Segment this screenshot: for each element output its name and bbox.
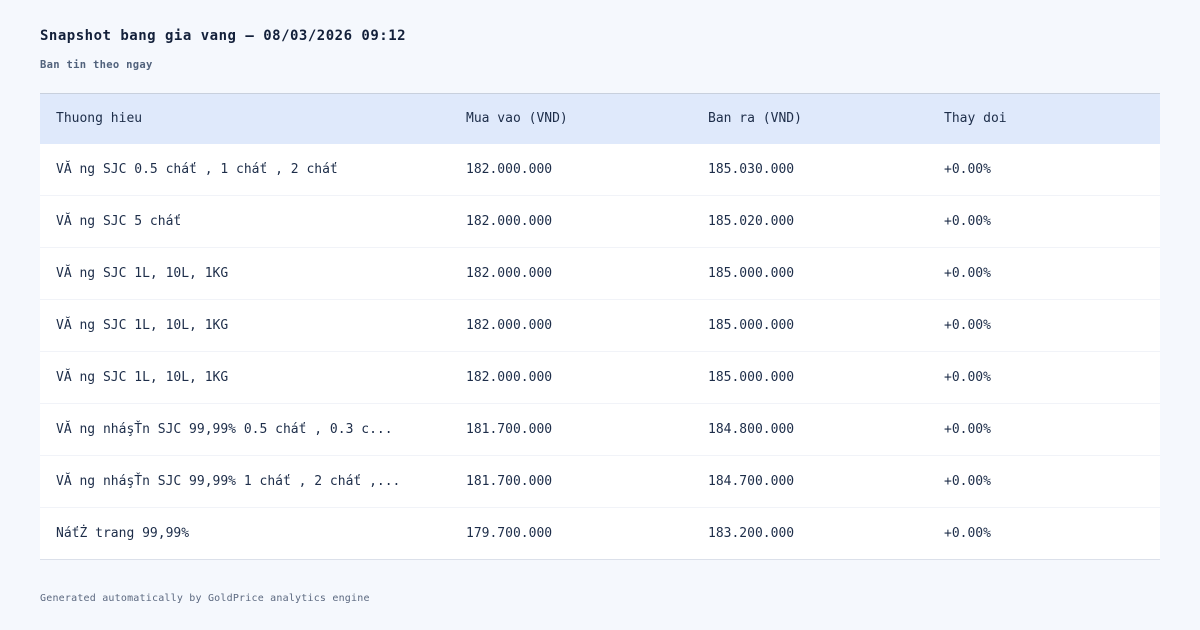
table-header-row: Thuong hieu Mua vao (VND) Ban ra (VND) T… (40, 93, 1160, 144)
table-body: VĂ ng SJC 0.5 cháť , 1 cháť , 2 cháť 182.… (40, 143, 1160, 560)
change-cell: +0.00% (944, 526, 991, 541)
sell-price-cell: 184.800.000 (708, 422, 795, 437)
change-cell: +0.00% (944, 422, 991, 437)
page-title: Snapshot bang gia vang — 08/03/2026 09:1… (40, 28, 407, 44)
buy-price-cell: 181.700.000 (466, 474, 553, 489)
buy-price-cell: 182.000.000 (466, 370, 553, 385)
table-row: VĂ ng nháşŤn SJC 99,99% 1 cháť , 2 cháť … (40, 455, 1160, 508)
brand-cell: VĂ ng SJC 1L, 10L, 1KG (56, 370, 229, 385)
sell-price-cell: 183.200.000 (708, 526, 795, 541)
column-header-change: Thay doi (944, 111, 1007, 127)
brand-cell: VĂ ng SJC 0.5 cháť , 1 cháť , 2 cháť (56, 161, 338, 177)
sell-price-cell: 185.000.000 (708, 266, 795, 281)
sell-price-cell: 185.000.000 (708, 370, 795, 385)
report-page: Snapshot bang gia vang — 08/03/2026 09:1… (0, 28, 1200, 604)
table-row: VĂ ng SJC 0.5 cháť , 1 cháť , 2 cháť 182.… (40, 143, 1160, 196)
buy-price-cell: 182.000.000 (466, 318, 553, 333)
table-row: VĂ ng nháşŤn SJC 99,99% 0.5 cháť , 0.3 c… (40, 403, 1160, 456)
gold-price-table: Thuong hieu Mua vao (VND) Ban ra (VND) T… (40, 93, 1160, 560)
page-footer: Generated automatically by GoldPrice ana… (40, 593, 370, 604)
brand-cell: VĂ ng SJC 5 cháť (56, 214, 182, 229)
change-cell: +0.00% (944, 161, 991, 177)
sell-price-cell: 185.000.000 (708, 318, 795, 333)
sell-price-cell: 185.020.000 (708, 214, 795, 229)
buy-price-cell: 182.000.000 (466, 214, 553, 229)
change-cell: +0.00% (944, 266, 991, 281)
sell-price-cell: 185.030.000 (708, 161, 795, 177)
brand-cell: VĂ ng SJC 1L, 10L, 1KG (56, 318, 229, 333)
column-header-buy: Mua vao (VND) (466, 111, 568, 127)
buy-price-cell: 181.700.000 (466, 422, 553, 437)
buy-price-cell: 179.700.000 (466, 526, 553, 541)
table-row: NáťŻ trang 99,99% 179.700.000 183.200.000 +… (40, 507, 1160, 560)
brand-cell: VĂ ng SJC 1L, 10L, 1KG (56, 266, 229, 281)
change-cell: +0.00% (944, 318, 991, 333)
sell-price-cell: 184.700.000 (708, 474, 795, 489)
brand-cell: VĂ ng nháşŤn SJC 99,99% 1 cháť , 2 cháť … (56, 474, 401, 489)
table-row: VĂ ng SJC 1L, 10L, 1KG 182.000.000 185.000… (40, 299, 1160, 352)
table-row: VĂ ng SJC 5 cháť 182.000.000 185.020.000 +0… (40, 195, 1160, 248)
column-header-sell: Ban ra (VND) (708, 111, 802, 127)
brand-cell: VĂ ng nháşŤn SJC 99,99% 0.5 cháť , 0.3 c… (56, 422, 393, 437)
change-cell: +0.00% (944, 474, 991, 489)
column-header-brand: Thuong hieu (56, 111, 143, 127)
brand-cell: NáťŻ trang 99,99% (56, 526, 190, 541)
change-cell: +0.00% (944, 214, 991, 229)
buy-price-cell: 182.000.000 (466, 266, 553, 281)
table-row: VĂ ng SJC 1L, 10L, 1KG 182.000.000 185.000… (40, 351, 1160, 404)
buy-price-cell: 182.000.000 (466, 161, 553, 177)
change-cell: +0.00% (944, 370, 991, 385)
page-subtitle: Ban tin theo ngay (40, 59, 153, 71)
table-row: VĂ ng SJC 1L, 10L, 1KG 182.000.000 185.000… (40, 247, 1160, 300)
